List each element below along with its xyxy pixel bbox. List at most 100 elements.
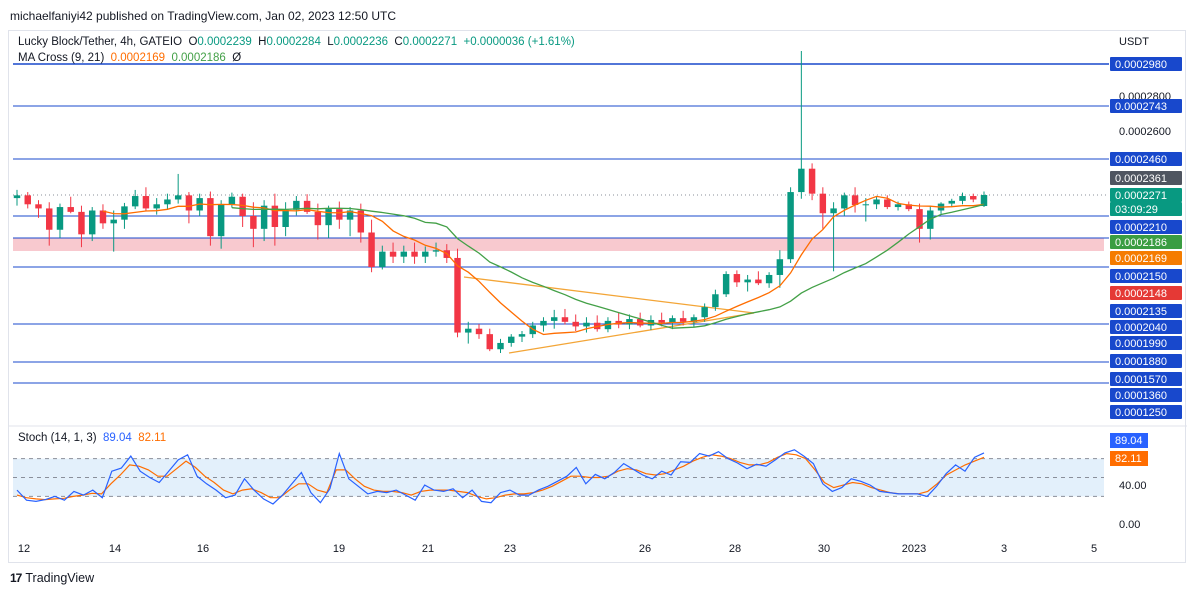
candle-body: [110, 219, 117, 224]
candle-body: [250, 216, 257, 229]
candle-body: [121, 206, 128, 220]
candle-body: [164, 199, 171, 205]
candle-body: [142, 196, 150, 209]
candle-body: [13, 195, 21, 199]
price-tag-label: 0.0002271: [1115, 190, 1167, 202]
candle-body: [24, 195, 31, 205]
candle-body: [712, 294, 719, 308]
time-tick-label: 19: [333, 543, 345, 555]
stoch-k-value: 89.04: [103, 432, 132, 444]
price-tag-label: 0.0002135: [1115, 306, 1167, 318]
candle-body: [798, 168, 805, 193]
candle-body: [293, 200, 300, 210]
price-tag: [1110, 152, 1182, 166]
publisher-caption: michaelfaniyi42 published on TradingView…: [10, 9, 397, 23]
footer-brand[interactable]: TradingView: [25, 571, 95, 585]
price-tag-label: 0.0002186: [1115, 237, 1167, 249]
candle-body: [765, 274, 773, 284]
candle-body: [282, 209, 289, 227]
time-tick-label: 3: [1001, 543, 1007, 555]
ma-fast-value: 0.0002169: [110, 52, 166, 64]
chart-pane[interactable]: USDT0.00028000.00026000.000199900.000298…: [8, 30, 1187, 564]
candle-body: [228, 196, 236, 205]
candle-body: [894, 204, 902, 208]
time-tick-label: 5: [1091, 543, 1097, 555]
price-tag: [1110, 269, 1182, 283]
candle-body: [454, 257, 461, 333]
price-tag: [1110, 336, 1182, 350]
price-tag-label: 0.0002210: [1115, 222, 1167, 234]
candle-body: [368, 232, 375, 267]
price-tag: [1110, 202, 1182, 216]
candle-body: [56, 207, 64, 230]
candle-body: [884, 199, 891, 208]
ma-settings-icon[interactable]: Ø: [232, 52, 242, 64]
candle-body: [400, 251, 408, 257]
tradingview-logo-icon: 17: [10, 571, 22, 585]
change-value: +0.0000036 (+1.61%): [463, 36, 575, 48]
price-tag-label: 0.0002040: [1115, 322, 1167, 334]
chart-canvas[interactable]: USDT0.00028000.00026000.000199900.000298…: [9, 31, 1187, 564]
candle-body: [174, 195, 182, 200]
low-label: L: [327, 36, 334, 48]
low-value: 0.0002236: [333, 36, 389, 48]
time-tick-label: 21: [422, 543, 434, 555]
ma-label: MA Cross (9, 21): [18, 52, 105, 64]
candle-body: [873, 199, 880, 205]
candle-body: [626, 319, 633, 325]
candle-body: [389, 251, 397, 257]
stoch-legend: Stoch (14, 1, 3) 89.04 82.11: [18, 432, 166, 444]
support-trendline: [508, 312, 755, 354]
footer: 17 TradingView: [10, 571, 94, 585]
candle-body: [561, 317, 569, 322]
candle-body: [185, 195, 193, 211]
time-tick-label: 14: [109, 543, 121, 555]
price-tag-label: 0.0002150: [1115, 271, 1167, 283]
high-value: 0.0002284: [266, 36, 321, 48]
candle-body: [583, 322, 590, 327]
candle-body: [819, 193, 827, 214]
stoch-k-tag: [1110, 433, 1148, 448]
candle-body: [217, 204, 225, 237]
stoch-tick-label: 40.00: [1119, 480, 1147, 492]
candle-body: [550, 317, 558, 321]
candle-body: [518, 334, 526, 337]
stoch-tick-label: 0.00: [1119, 519, 1140, 531]
candle-body: [260, 205, 268, 229]
candle-body: [78, 211, 85, 235]
price-tag-label: 0.0002743: [1115, 101, 1167, 113]
ma-slow-value: 0.0002186: [171, 52, 226, 64]
price-tag-label: 0.0002980: [1115, 59, 1167, 71]
candle-body: [830, 208, 837, 214]
candle-body: [776, 259, 784, 275]
price-tag: [1110, 405, 1182, 419]
high-label: H: [258, 36, 267, 48]
price-tag: [1110, 286, 1182, 300]
candle-body: [744, 279, 751, 283]
time-tick-label: 2023: [902, 543, 926, 555]
candle-body: [722, 274, 730, 295]
price-tag: [1110, 304, 1182, 318]
candle-body: [346, 210, 354, 220]
candle-body: [658, 319, 665, 323]
price-tag-label: 0.0001360: [1115, 390, 1167, 402]
price-tag-label: 0.0002148: [1115, 288, 1167, 300]
price-tag: [1110, 235, 1182, 249]
price-tag-label: 0.0001570: [1115, 374, 1167, 386]
candle-body: [679, 318, 687, 322]
candle-body: [497, 342, 504, 350]
currency-label: USDT: [1119, 36, 1149, 48]
candle-body: [959, 196, 966, 201]
price-tag-label: 0.0001990: [1115, 338, 1167, 350]
candle-body: [851, 195, 859, 205]
ma-slow-line: [231, 203, 985, 329]
candle-body: [787, 192, 794, 260]
symbol-title: Lucky Block/Tether, 4h, GATEIO: [18, 36, 183, 48]
resistance-zone: [13, 238, 1104, 251]
price-tag-label: 0.0002169: [1115, 253, 1167, 265]
candle-body: [314, 211, 322, 226]
price-tag-label: 0.0002361: [1115, 173, 1167, 185]
time-tick-label: 26: [639, 543, 651, 555]
price-tag: [1110, 57, 1182, 71]
candle-body: [862, 204, 870, 206]
